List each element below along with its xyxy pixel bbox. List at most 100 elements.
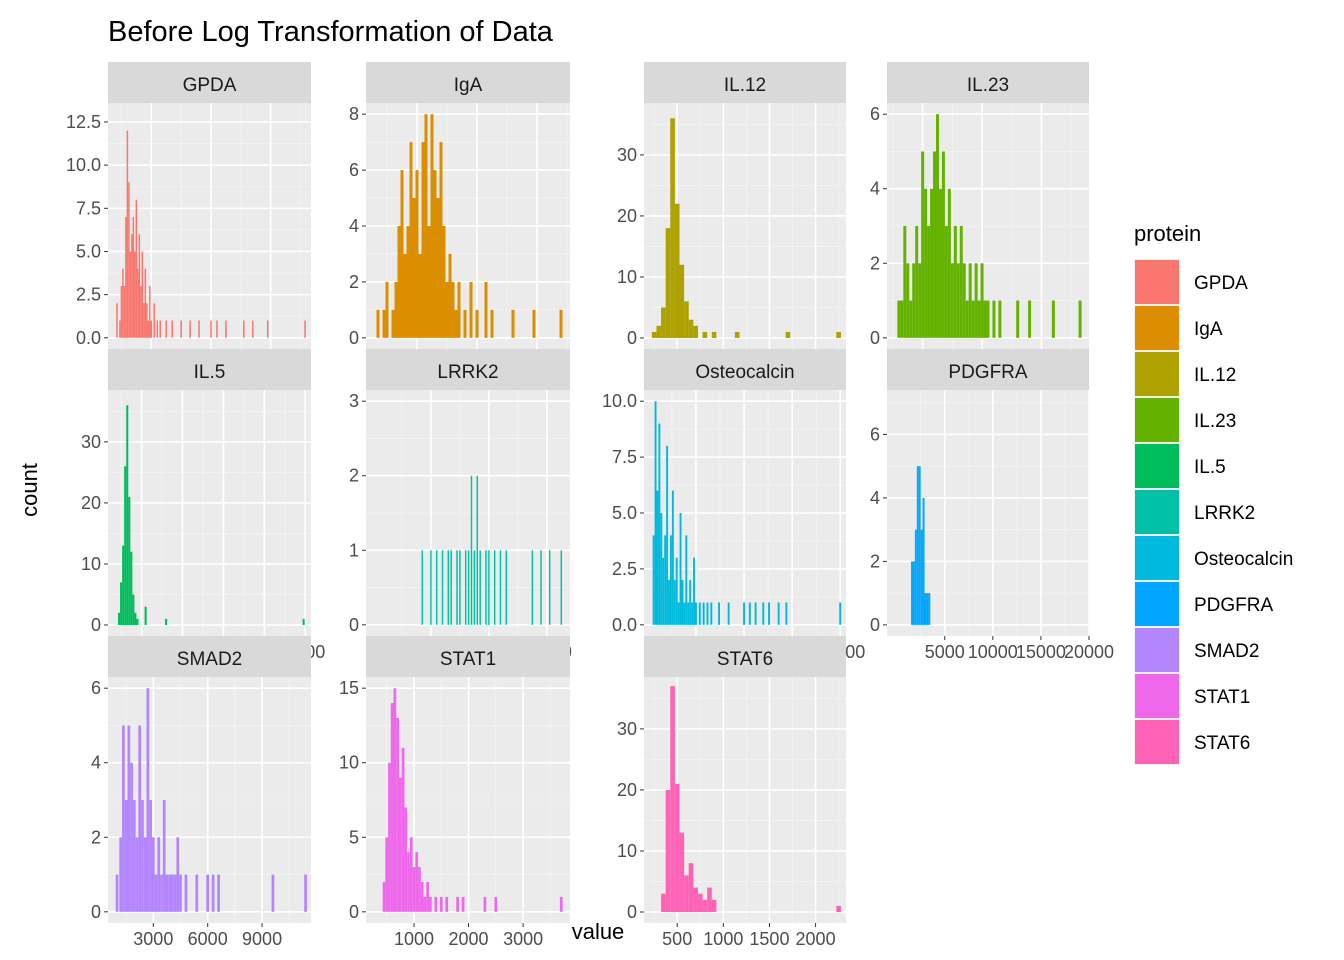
histogram-bar [130, 762, 133, 912]
histogram-bar [162, 800, 166, 912]
histogram-bar [666, 445, 669, 625]
legend-key-swatch [1135, 536, 1179, 580]
facet-panel: IL.230246200040006000 [870, 62, 1089, 375]
histogram-bar [390, 703, 394, 912]
histogram-bar [459, 550, 461, 625]
facet-strip [366, 62, 570, 103]
histogram-bar [195, 874, 199, 912]
histogram-bar [120, 582, 123, 626]
y-tick-label: 2 [870, 551, 880, 571]
histogram-bar [424, 114, 428, 338]
histogram-bar [418, 253, 422, 338]
facet-panel: STAT1 0 5 10 15 1000 2000 3000 [339, 636, 570, 949]
histogram-bar [679, 832, 685, 913]
y-tick-label: 8 [349, 104, 359, 124]
histogram-bar [684, 875, 689, 913]
histogram-bar [962, 263, 966, 338]
histogram-bar [128, 496, 131, 626]
histogram-bar [129, 251, 132, 338]
histogram-bar [920, 529, 923, 625]
histogram-bar [836, 331, 841, 339]
histogram-bar [918, 263, 922, 338]
histogram-bar [125, 216, 127, 338]
histogram-bar [144, 268, 147, 338]
histogram-bar [150, 320, 153, 338]
histogram-bar [936, 114, 939, 338]
histogram-bar [684, 301, 689, 339]
histogram-bar [698, 602, 701, 625]
histogram-bar [154, 874, 158, 912]
y-tick-label: 10 [81, 554, 101, 574]
y-tick-label: 1 [349, 540, 359, 560]
histogram-bar [674, 783, 680, 913]
legend-label: IL.12 [1194, 365, 1236, 386]
histogram-bar [147, 320, 150, 338]
histogram-bar [662, 557, 665, 625]
histogram-bar [924, 188, 928, 338]
y-tick-label: 5.0 [612, 503, 637, 523]
histogram-bar [421, 142, 425, 338]
histogram-bar [669, 535, 672, 625]
histogram-bar [531, 550, 534, 625]
histogram-bar [456, 896, 459, 912]
legend-label: GPDA [1194, 273, 1248, 294]
histogram-bar [711, 331, 717, 339]
legend-item: Osteocalcin [1134, 535, 1293, 581]
y-tick-label: 12.5 [66, 112, 101, 132]
x-tick-label: 1000 [703, 929, 743, 949]
histogram-bar [754, 602, 757, 625]
histogram-bar [436, 198, 440, 338]
histogram-bar [665, 789, 671, 913]
histogram-bar [467, 550, 470, 625]
histogram-bar [403, 253, 407, 338]
histogram-bar [710, 602, 713, 625]
histogram-bar [532, 309, 536, 338]
histogram-bar [476, 475, 478, 625]
histogram-bar [668, 580, 670, 625]
histogram-bar [126, 405, 129, 626]
y-tick-label: 6 [870, 424, 880, 444]
histogram-bar [180, 320, 182, 338]
histogram-bar [119, 320, 121, 338]
facet-strip [644, 349, 846, 390]
histogram-bar [189, 320, 191, 338]
histogram-bar [494, 896, 498, 912]
histogram-bar [126, 130, 129, 338]
legend-label: STAT6 [1194, 733, 1250, 754]
facet-strip-label: STAT6 [717, 649, 773, 670]
histogram-bar [141, 251, 144, 338]
histogram-bar [1078, 300, 1082, 338]
histogram-bar [469, 281, 473, 338]
legend-key-swatch [1135, 398, 1179, 442]
histogram-bar [897, 300, 901, 338]
histogram-bar [986, 300, 990, 338]
facet-strip-label: STAT1 [440, 649, 496, 670]
histogram-bar [656, 325, 662, 339]
y-tick-label: 0.0 [612, 615, 637, 635]
histogram-bar [727, 602, 730, 625]
histogram-bar [252, 320, 254, 338]
histogram-bar [165, 874, 169, 912]
facet-strip-label: IL.12 [724, 75, 766, 96]
panel-background [108, 390, 311, 636]
histogram-bar [153, 303, 156, 338]
histogram-bar [977, 300, 981, 338]
histogram-bar [915, 226, 919, 338]
histogram-bar [691, 602, 694, 625]
histogram-bar [560, 550, 563, 625]
histogram-bar [134, 251, 136, 338]
histogram-bar [928, 593, 931, 625]
histogram-bar [661, 893, 666, 913]
legend-item: IL.5 [1134, 443, 1226, 489]
histogram-bar [447, 550, 450, 625]
y-tick-label: 4 [870, 179, 880, 199]
histogram-bar [971, 300, 975, 338]
legend-key-swatch [1135, 444, 1179, 488]
histogram-bar [179, 874, 182, 912]
facet-strip [644, 62, 846, 103]
histogram-bar [748, 602, 751, 625]
histogram-bar [396, 718, 399, 912]
histogram-bar [493, 550, 496, 625]
y-tick-label: 10.0 [602, 391, 637, 411]
histogram-bar [1028, 300, 1032, 338]
